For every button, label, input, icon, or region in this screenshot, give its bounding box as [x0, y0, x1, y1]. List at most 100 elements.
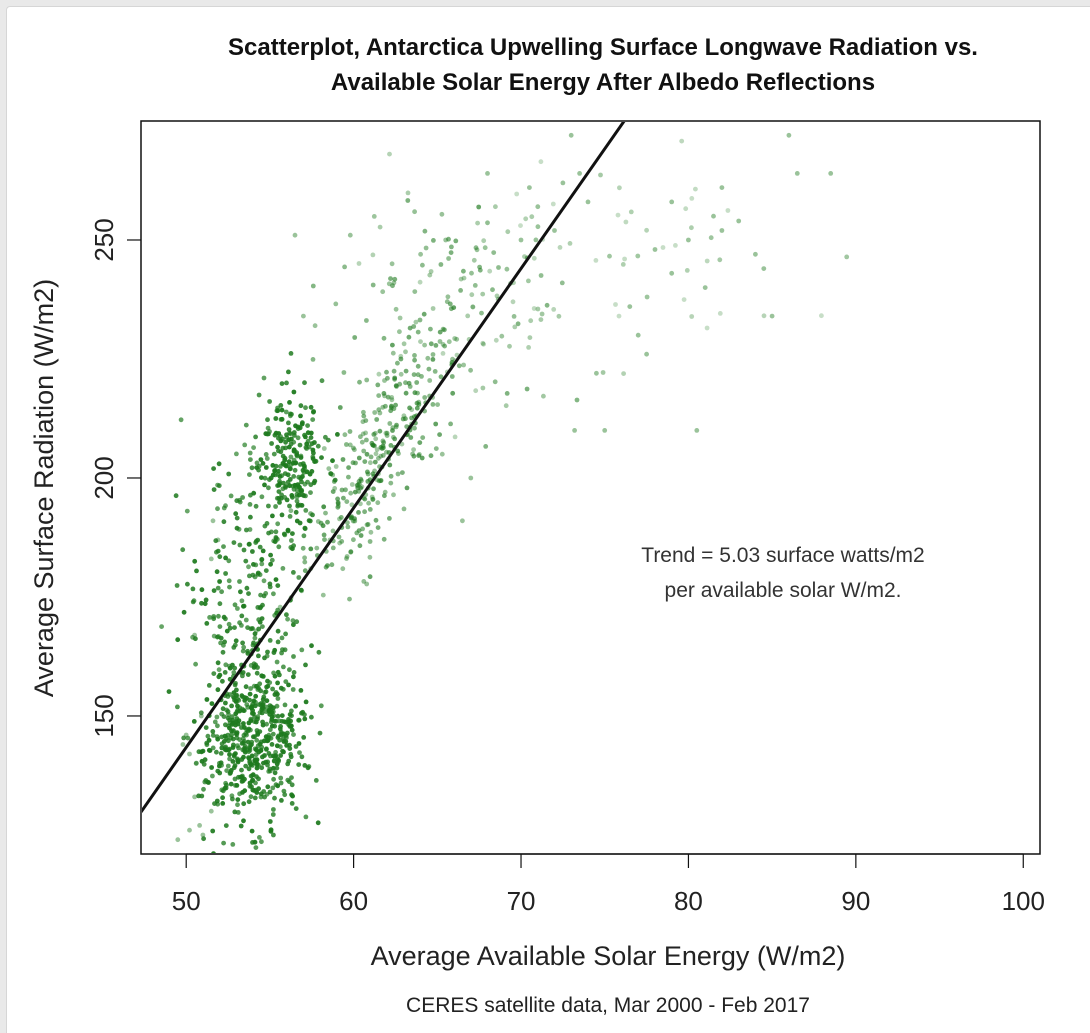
data-point [470, 304, 476, 310]
data-point [363, 430, 368, 436]
data-point [352, 447, 357, 453]
data-point [510, 299, 516, 305]
data-point [248, 492, 253, 498]
data-point [237, 579, 242, 584]
data-point [620, 262, 626, 267]
data-point [364, 377, 370, 383]
data-point [437, 432, 442, 437]
data-point [269, 723, 275, 729]
data-point [227, 756, 233, 762]
data-point [704, 325, 710, 331]
data-point [274, 761, 280, 767]
data-point [600, 370, 606, 375]
data-point [227, 692, 233, 697]
data-point [481, 238, 487, 244]
data-point [433, 421, 439, 427]
data-point [406, 334, 412, 340]
data-point [689, 314, 695, 319]
data-point [293, 806, 299, 811]
data-point [286, 682, 291, 688]
data-point [292, 460, 298, 466]
data-point [302, 525, 308, 531]
data-point [207, 615, 213, 620]
data-point [512, 324, 518, 330]
data-point [769, 313, 775, 319]
data-point [392, 375, 398, 381]
data-point [381, 391, 387, 396]
data-point [456, 363, 462, 369]
data-point [181, 609, 187, 615]
data-point [468, 367, 473, 373]
data-point [210, 733, 216, 738]
data-point [283, 463, 289, 469]
data-point [753, 251, 758, 257]
data-point [475, 220, 480, 226]
data-point [253, 780, 258, 786]
data-point [669, 199, 675, 205]
data-point [300, 474, 305, 479]
data-point [204, 697, 210, 702]
data-point [283, 739, 289, 744]
data-point [279, 798, 284, 803]
data-point [374, 417, 380, 422]
data-point [300, 467, 306, 473]
data-point [299, 754, 305, 760]
data-point [452, 434, 458, 440]
data-point [345, 520, 350, 526]
data-point [496, 265, 501, 270]
data-point [253, 434, 258, 440]
data-point [246, 564, 251, 570]
data-point [504, 266, 510, 272]
data-point [248, 727, 253, 733]
data-point [551, 307, 557, 312]
data-point [240, 736, 246, 741]
data-point [255, 730, 261, 736]
data-point [398, 353, 404, 359]
data-point [342, 432, 348, 438]
data-point [357, 379, 362, 385]
data-point [271, 776, 276, 782]
data-point [278, 753, 283, 758]
data-point [315, 519, 321, 524]
data-point [201, 836, 207, 842]
data-point [535, 204, 541, 210]
trend-line [142, 122, 626, 813]
data-point [426, 366, 432, 372]
data-point [296, 575, 302, 580]
trend-line-group [142, 122, 626, 813]
data-point [287, 514, 293, 519]
x-tick-label: 100 [1002, 886, 1045, 916]
data-point [302, 568, 308, 574]
data-point [268, 552, 273, 558]
data-point [251, 711, 256, 717]
data-point [279, 512, 285, 518]
data-point [293, 744, 299, 749]
data-point [522, 254, 527, 259]
data-point [185, 735, 191, 741]
data-point [283, 631, 288, 637]
data-point [393, 306, 399, 312]
data-point [446, 256, 451, 261]
data-point [440, 351, 446, 356]
data-point [258, 457, 264, 462]
data-point [291, 674, 296, 680]
data-point [346, 474, 351, 480]
data-point [248, 663, 254, 668]
data-point [175, 704, 180, 710]
data-point [234, 515, 240, 521]
data-point [221, 505, 227, 511]
data-point [194, 568, 199, 574]
data-point [243, 763, 249, 769]
data-point [401, 506, 407, 512]
data-point [389, 261, 395, 267]
data-point [208, 808, 214, 814]
data-point [321, 504, 327, 510]
data-point [232, 809, 238, 815]
data-point [405, 190, 411, 196]
data-point [405, 198, 411, 203]
data-point [433, 343, 439, 348]
data-point [248, 626, 254, 632]
data-point [211, 614, 217, 619]
data-point [480, 385, 486, 391]
